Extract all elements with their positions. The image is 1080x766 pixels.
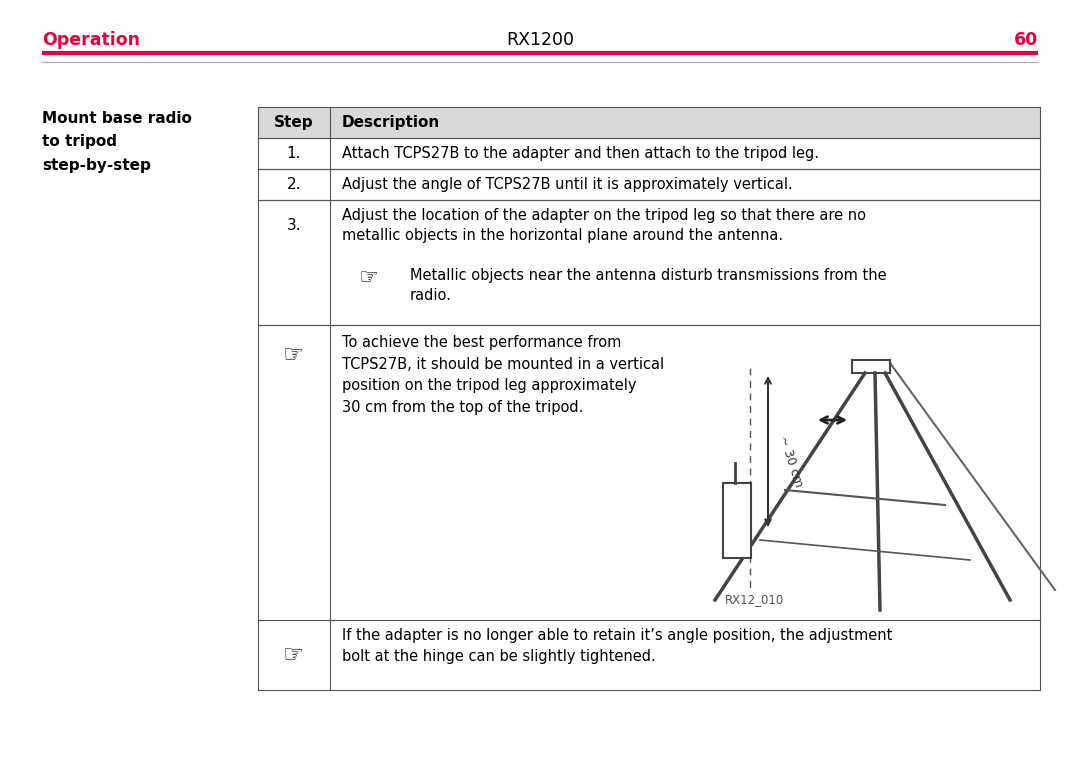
Text: RX1200: RX1200	[507, 31, 573, 49]
Text: 1.: 1.	[287, 146, 301, 161]
Text: Step: Step	[274, 115, 314, 130]
Text: RX12_010: RX12_010	[725, 593, 784, 606]
Text: Metallic objects near the antenna disturb transmissions from the
radio.: Metallic objects near the antenna distur…	[410, 268, 887, 303]
Text: If the adapter is no longer able to retain it’s angle position, the adjustment
b: If the adapter is no longer able to reta…	[342, 628, 892, 664]
Text: ☞: ☞	[357, 268, 378, 288]
Text: Description: Description	[342, 115, 441, 130]
Text: ~ 30 cm: ~ 30 cm	[777, 434, 805, 489]
Text: 2.: 2.	[287, 177, 301, 192]
Text: Operation: Operation	[42, 31, 140, 49]
Text: Adjust the location of the adapter on the tripod leg so that there are no
metall: Adjust the location of the adapter on th…	[342, 208, 866, 243]
Text: To achieve the best performance from
TCPS27B, it should be mounted in a vertical: To achieve the best performance from TCP…	[342, 335, 664, 415]
Bar	[258, 107, 1040, 138]
Text: 3.: 3.	[286, 218, 301, 233]
Text: Adjust the angle of TCPS27B until it is approximately vertical.: Adjust the angle of TCPS27B until it is …	[342, 177, 793, 192]
Text: Attach TCPS27B to the adapter and then attach to the tripod leg.: Attach TCPS27B to the adapter and then a…	[342, 146, 819, 161]
Text: Mount base radio
to tripod
step-by-step: Mount base radio to tripod step-by-step	[42, 111, 192, 173]
Bar	[723, 483, 751, 558]
Text: ☞: ☞	[283, 343, 305, 367]
Text: ☞: ☞	[283, 643, 305, 667]
Text: 60: 60	[1014, 31, 1038, 49]
